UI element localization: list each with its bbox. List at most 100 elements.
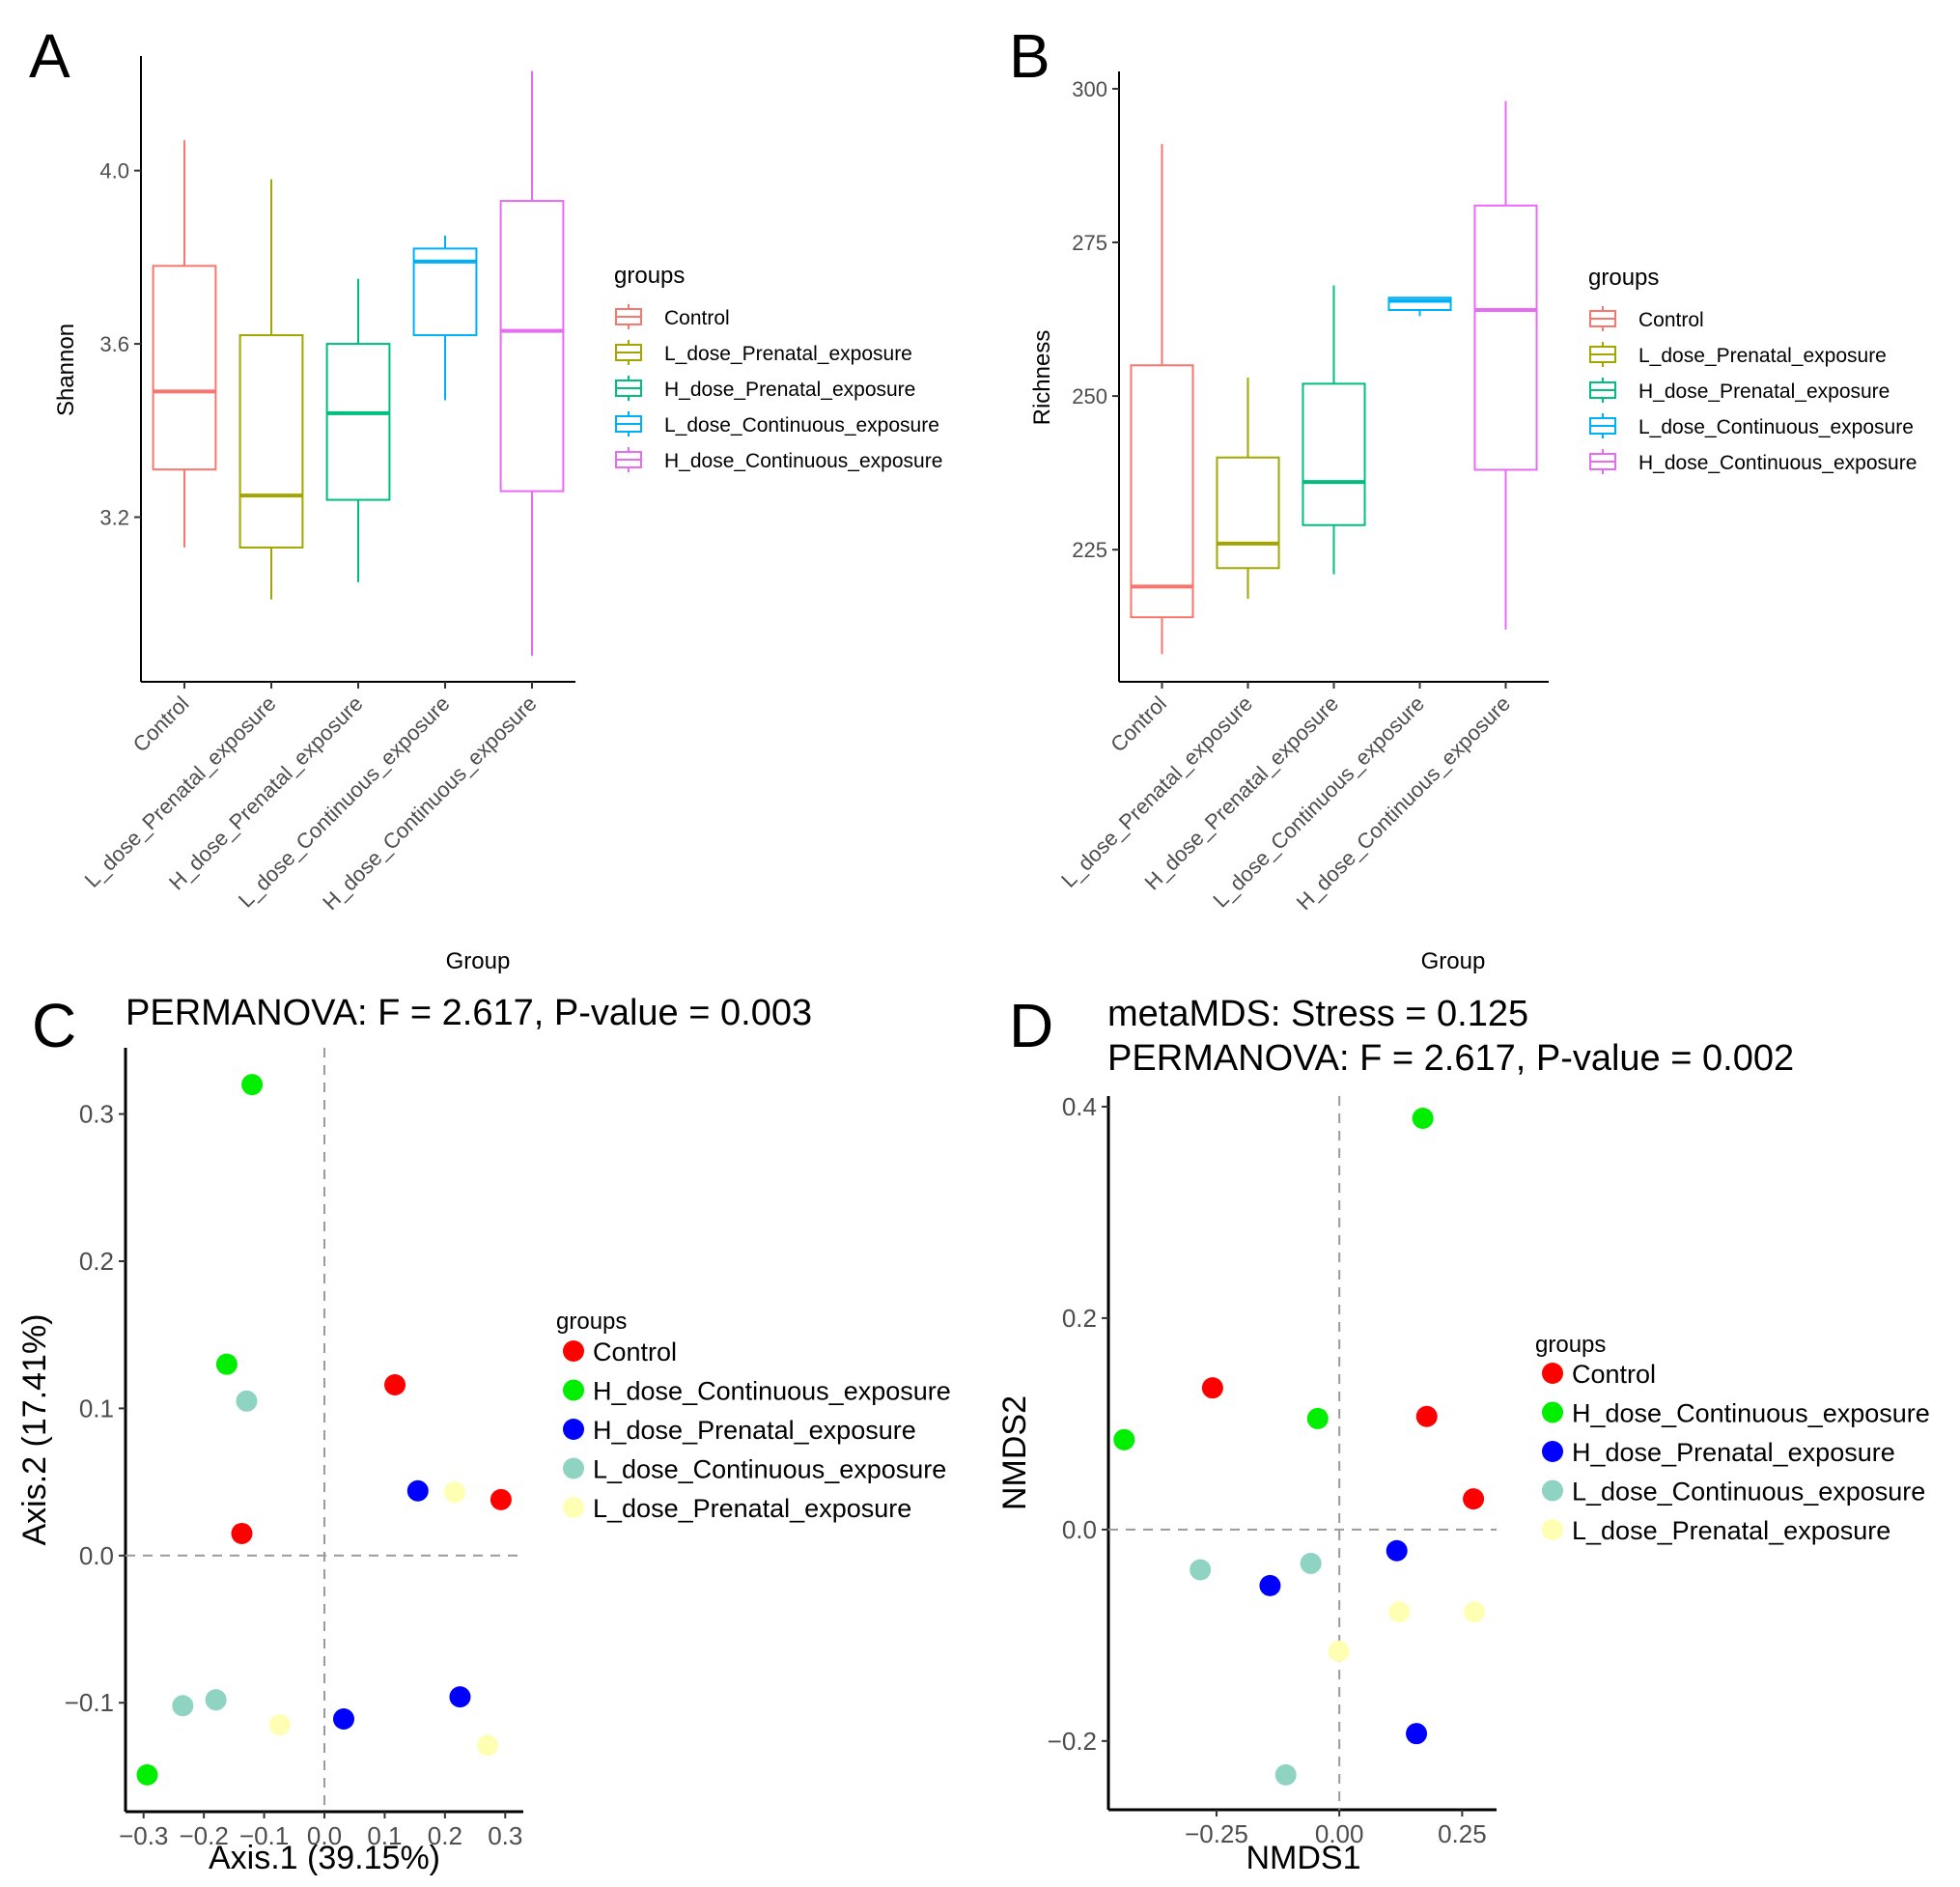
y-axis-title: Shannon bbox=[53, 324, 79, 416]
data-point bbox=[231, 1522, 253, 1544]
legend-label: L_dose_Prenatal_exposure bbox=[593, 1494, 911, 1523]
x-axis-title: NMDS1 bbox=[1246, 1840, 1360, 1876]
legend-label: H_dose_Continuous_exposure bbox=[664, 450, 942, 472]
plot-title: metaMDS: Stress = 0.125 bbox=[1107, 994, 1528, 1034]
legend-label: Control bbox=[593, 1338, 677, 1366]
data-point bbox=[1259, 1574, 1281, 1596]
data-point bbox=[205, 1689, 227, 1711]
y-axis-title: NMDS2 bbox=[996, 1395, 1033, 1510]
legend-key-H_dose_Prenatal_exposure bbox=[615, 376, 642, 401]
x-axis-title: Group bbox=[446, 948, 511, 974]
legend-label: L_dose_Continuous_exposure bbox=[1572, 1478, 1925, 1507]
series-L_dose_Continuous_exposure bbox=[172, 1390, 258, 1717]
x-tick-label: 0.00 bbox=[1315, 1819, 1364, 1848]
data-point bbox=[1274, 1763, 1297, 1786]
x-tick-label: −0.25 bbox=[1185, 1819, 1248, 1848]
series-L_dose_Prenatal_exposure bbox=[268, 1481, 499, 1757]
y-tick-label: 0.3 bbox=[79, 1100, 114, 1129]
data-point bbox=[1386, 1539, 1408, 1562]
data-point bbox=[1463, 1488, 1485, 1510]
legend-key-point bbox=[563, 1497, 584, 1518]
series-H_dose_Prenatal_exposure bbox=[1259, 1539, 1428, 1745]
y-tick-label: 0.1 bbox=[79, 1394, 114, 1422]
legend-title: groups bbox=[556, 1309, 627, 1335]
legend-label: L_dose_Continuous_exposure bbox=[593, 1455, 946, 1484]
legend-key-H_dose_Continuous_exposure bbox=[1589, 449, 1616, 474]
series-L_dose_Continuous_exposure bbox=[1190, 1552, 1322, 1786]
box-H_dose_Prenatal_exposure bbox=[1302, 285, 1366, 575]
data-point bbox=[1412, 1107, 1434, 1129]
data-point bbox=[1406, 1723, 1428, 1745]
legend-key-point bbox=[563, 1457, 584, 1479]
panel-c: C PERMANOVA: F = 2.617, P-value = 0.003 −0… bbox=[16, 991, 951, 1876]
y-tick-label: 3.6 bbox=[99, 332, 129, 356]
legend-key-L_dose_Continuous_exposure bbox=[615, 411, 642, 437]
legend-key-H_dose_Prenatal_exposure bbox=[1589, 378, 1616, 403]
data-point bbox=[384, 1374, 406, 1396]
box-L_dose_Continuous_exposure bbox=[412, 235, 478, 401]
box-L_dose_Continuous_exposure bbox=[1387, 296, 1452, 317]
plot-title: PERMANOVA: F = 2.617, P-value = 0.003 bbox=[126, 993, 812, 1033]
x-tick-label: −0.1 bbox=[239, 1821, 289, 1850]
legend-label: L_dose_Continuous_exposure bbox=[664, 414, 939, 437]
y-tick-label: 250 bbox=[1072, 384, 1107, 408]
series-Control bbox=[1201, 1377, 1485, 1510]
y-tick-label: 0.2 bbox=[1062, 1304, 1097, 1333]
legend-key-point bbox=[1542, 1519, 1563, 1540]
y-tick-label: −0.1 bbox=[65, 1688, 114, 1717]
legend-key-Control bbox=[615, 304, 642, 329]
y-axis-title: Richness bbox=[1029, 330, 1055, 426]
y-tick-label: 0.0 bbox=[1062, 1515, 1097, 1544]
data-point bbox=[1388, 1601, 1411, 1623]
legend-key-H_dose_Continuous_exposure bbox=[615, 447, 642, 472]
box-H_dose_Continuous_exposure bbox=[499, 70, 565, 657]
y-tick-label: 275 bbox=[1072, 231, 1107, 255]
legend: groups Control L_dose_Prenatal_exposure H_d… bbox=[614, 263, 942, 472]
legend-title: groups bbox=[1588, 265, 1659, 291]
box-H_dose_Continuous_exposure bbox=[1473, 100, 1538, 630]
data-point bbox=[490, 1488, 512, 1510]
x-tick-label: 0.0 bbox=[307, 1821, 342, 1850]
panel-letter: A bbox=[29, 21, 70, 91]
data-point bbox=[241, 1074, 264, 1096]
box-L_dose_Prenatal_exposure bbox=[238, 179, 304, 600]
legend-label: H_dose_Prenatal_exposure bbox=[1572, 1438, 1895, 1467]
data-point bbox=[268, 1714, 291, 1736]
series-H_dose_Continuous_exposure bbox=[1113, 1107, 1434, 1450]
panel-letter: B bbox=[1009, 21, 1050, 91]
y-tick-label: 0.4 bbox=[1062, 1092, 1097, 1121]
data-point bbox=[136, 1763, 158, 1786]
series-H_dose_Continuous_exposure bbox=[136, 1074, 264, 1786]
legend: groups Control L_dose_Prenatal_exposure H_d… bbox=[1588, 265, 1917, 474]
box-iqr bbox=[499, 200, 565, 493]
data-point bbox=[1306, 1407, 1329, 1429]
box-iqr bbox=[325, 343, 391, 501]
legend-key-point bbox=[1542, 1363, 1563, 1384]
data-point bbox=[449, 1686, 471, 1708]
box-Control bbox=[152, 140, 217, 548]
y-tick-label: 225 bbox=[1072, 538, 1107, 562]
x-tick-label: 0.2 bbox=[428, 1821, 462, 1850]
data-point bbox=[477, 1734, 499, 1757]
x-tick-label: 0.3 bbox=[488, 1821, 522, 1850]
data-point bbox=[332, 1707, 354, 1730]
legend-key-L_dose_Prenatal_exposure bbox=[1589, 342, 1616, 367]
data-point bbox=[443, 1481, 465, 1504]
legend-label: Control bbox=[1572, 1360, 1656, 1389]
legend-label: H_dose_Prenatal_exposure bbox=[664, 379, 915, 401]
data-point bbox=[172, 1695, 194, 1717]
legend-key-point bbox=[1542, 1441, 1563, 1462]
legend-key-point bbox=[563, 1419, 584, 1440]
plot-subtitle: PERMANOVA: F = 2.617, P-value = 0.002 bbox=[1107, 1038, 1794, 1079]
legend-label: L_dose_Prenatal_exposure bbox=[1572, 1516, 1890, 1545]
x-tick-label: −0.2 bbox=[179, 1821, 228, 1850]
box-L_dose_Prenatal_exposure bbox=[1216, 378, 1280, 600]
box-iqr bbox=[1216, 456, 1280, 570]
box-iqr bbox=[238, 334, 304, 549]
legend-label: H_dose_Prenatal_exposure bbox=[1638, 380, 1890, 403]
legend-key-Control bbox=[1589, 306, 1616, 331]
legend-key-L_dose_Continuous_exposure bbox=[1589, 413, 1616, 438]
legend-key-point bbox=[1542, 1479, 1563, 1502]
